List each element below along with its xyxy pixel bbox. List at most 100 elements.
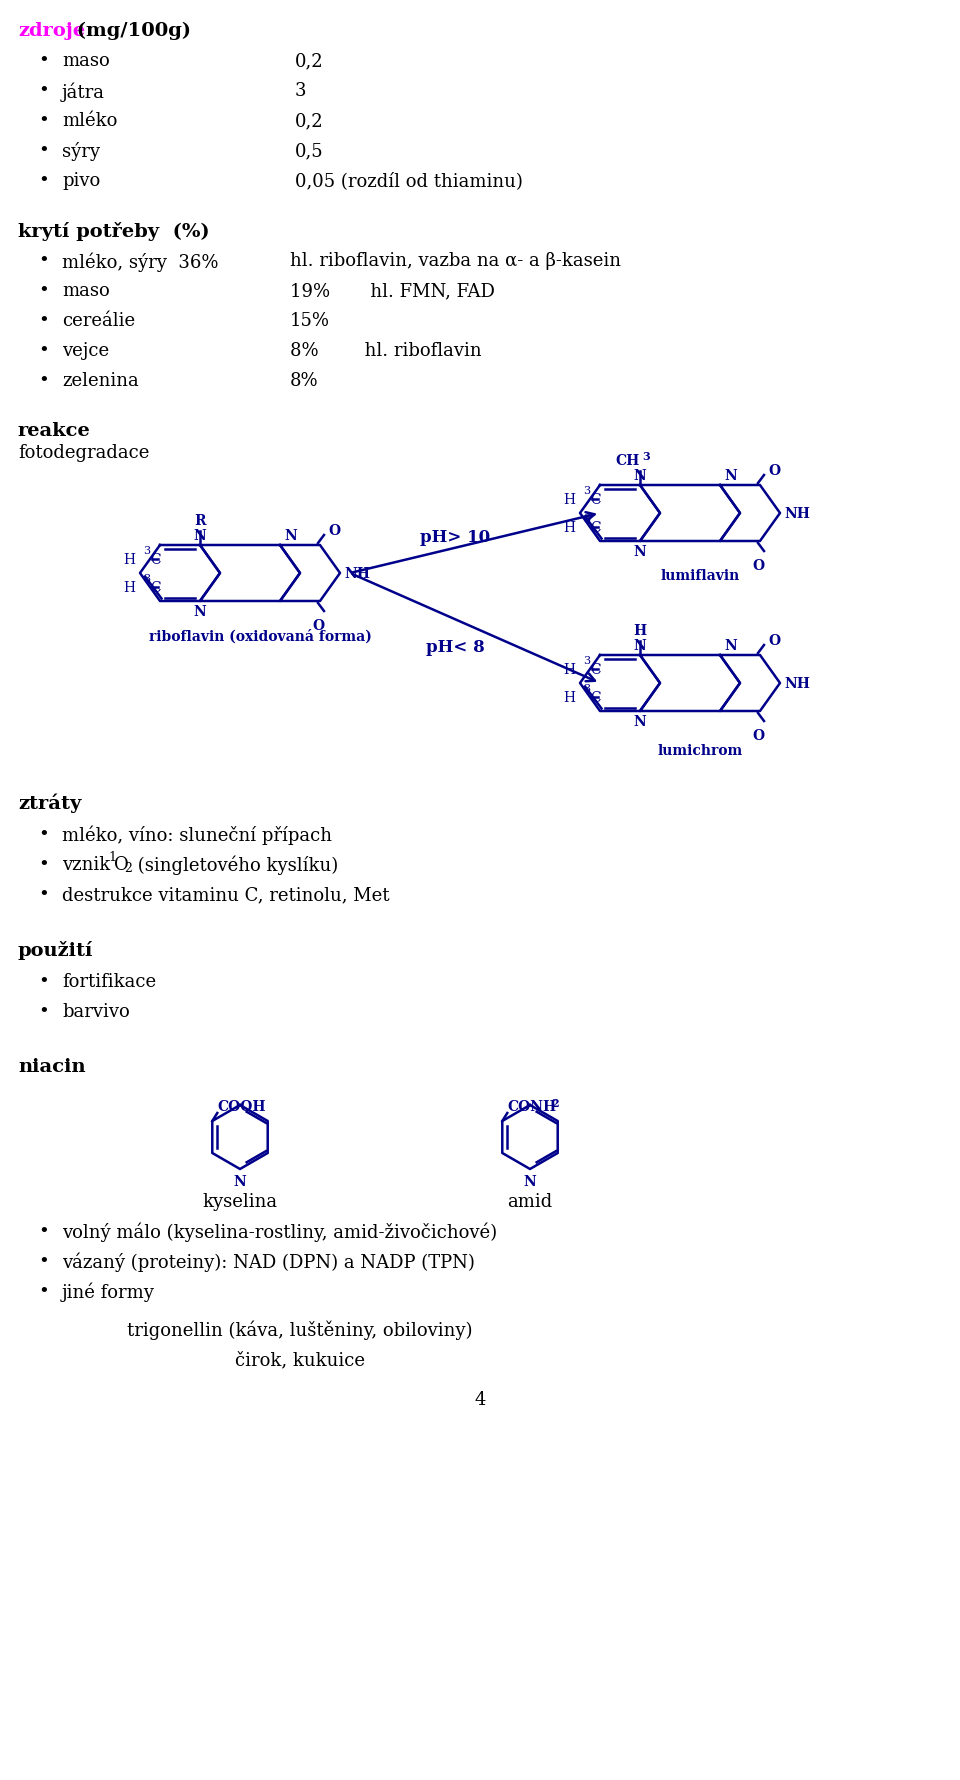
Text: C: C — [590, 522, 601, 534]
Text: •: • — [38, 142, 49, 160]
Text: N: N — [634, 714, 646, 728]
Text: H: H — [563, 662, 575, 676]
Text: •: • — [38, 312, 49, 329]
Text: N: N — [194, 605, 206, 619]
Text: •: • — [38, 885, 49, 904]
Text: lumichrom: lumichrom — [658, 744, 743, 758]
Text: O: O — [752, 559, 764, 573]
Text: N: N — [634, 545, 646, 559]
Text: zdroje: zdroje — [18, 21, 85, 39]
Text: N: N — [284, 529, 297, 543]
Text: •: • — [38, 856, 49, 874]
Text: 3: 3 — [583, 684, 590, 694]
Text: barvivo: barvivo — [62, 1002, 130, 1020]
Text: trigonellin (káva, luštěniny, obiloviny): trigonellin (káva, luštěniny, obiloviny) — [128, 1321, 472, 1340]
Text: 0,2: 0,2 — [295, 112, 324, 130]
Text: vznik: vznik — [62, 856, 116, 874]
Text: N: N — [233, 1175, 247, 1189]
Text: pH< 8: pH< 8 — [425, 639, 485, 655]
Text: •: • — [38, 112, 49, 130]
Text: játra: játra — [62, 82, 105, 101]
Text: •: • — [38, 52, 49, 69]
Text: COOH: COOH — [217, 1100, 266, 1112]
Text: •: • — [38, 281, 49, 299]
Text: •: • — [38, 372, 49, 390]
Text: maso: maso — [62, 281, 109, 299]
Text: lumiflavin: lumiflavin — [660, 568, 739, 582]
Text: mléko, sýry  36%: mléko, sýry 36% — [62, 251, 219, 271]
Text: CONH: CONH — [507, 1100, 557, 1112]
Text: C: C — [590, 691, 601, 705]
Text: destrukce vitaminu C, retinolu, Met: destrukce vitaminu C, retinolu, Met — [62, 885, 390, 904]
Text: 3: 3 — [642, 450, 650, 461]
Text: •: • — [38, 972, 49, 990]
Text: H: H — [634, 623, 647, 637]
Text: •: • — [38, 826, 49, 844]
Text: H: H — [563, 493, 575, 507]
Text: mléko, víno: sluneční přípach: mléko, víno: sluneční přípach — [62, 826, 332, 846]
Text: 3: 3 — [583, 486, 590, 495]
Text: krytí potřeby  (%): krytí potřeby (%) — [18, 222, 209, 240]
Text: H: H — [123, 552, 135, 566]
Text: •: • — [38, 251, 49, 271]
Text: O: O — [768, 465, 780, 477]
Text: H: H — [123, 580, 135, 595]
Text: O: O — [312, 619, 324, 632]
Text: R: R — [194, 514, 205, 527]
Text: (singletového kyslíku): (singletového kyslíku) — [132, 856, 338, 876]
Text: ztráty: ztráty — [18, 794, 82, 813]
Text: 0,2: 0,2 — [295, 52, 324, 69]
Text: N: N — [634, 468, 646, 482]
Text: kyselina: kyselina — [203, 1193, 277, 1210]
Text: 4: 4 — [474, 1390, 486, 1408]
Text: volný málo (kyselina-rostliny, amid-živočichové): volný málo (kyselina-rostliny, amid-živo… — [62, 1223, 497, 1242]
Text: 0,5: 0,5 — [295, 142, 324, 160]
Text: H: H — [563, 522, 575, 534]
Text: pH> 10: pH> 10 — [420, 529, 490, 546]
Text: 8%        hl. riboflavin: 8% hl. riboflavin — [290, 342, 482, 360]
Text: reakce: reakce — [18, 422, 91, 440]
Text: mléko: mléko — [62, 112, 117, 130]
Text: N: N — [634, 639, 646, 653]
Text: fotodegradace: fotodegradace — [18, 443, 150, 461]
Text: O: O — [328, 523, 340, 538]
Text: NH: NH — [784, 507, 810, 522]
Text: cereálie: cereálie — [62, 312, 135, 329]
Text: 2: 2 — [551, 1098, 559, 1109]
Text: 15%: 15% — [290, 312, 330, 329]
Text: NH: NH — [344, 566, 370, 580]
Text: C: C — [590, 493, 601, 507]
Text: fortifikace: fortifikace — [62, 972, 156, 990]
Text: C: C — [150, 552, 160, 566]
Text: zelenina: zelenina — [62, 372, 139, 390]
Text: 19%       hl. FMN, FAD: 19% hl. FMN, FAD — [290, 281, 494, 299]
Text: čirok, kukuice: čirok, kukuice — [235, 1351, 365, 1369]
Text: 3: 3 — [295, 82, 306, 100]
Text: vejce: vejce — [62, 342, 109, 360]
Text: C: C — [590, 662, 601, 676]
Text: použití: použití — [18, 940, 93, 959]
Text: 3: 3 — [143, 546, 150, 555]
Text: •: • — [38, 1282, 49, 1299]
Text: O: O — [114, 856, 129, 874]
Text: riboflavin (oxidovaná forma): riboflavin (oxidovaná forma) — [149, 628, 372, 643]
Text: H: H — [563, 691, 575, 705]
Text: 3: 3 — [583, 514, 590, 523]
Text: O: O — [752, 728, 764, 742]
Text: hl. riboflavin, vazba na α- a β-kasein: hl. riboflavin, vazba na α- a β-kasein — [290, 251, 621, 271]
Text: N: N — [194, 529, 206, 543]
Text: •: • — [38, 342, 49, 360]
Text: 2: 2 — [124, 862, 132, 874]
Text: sýry: sýry — [62, 142, 100, 160]
Text: (mg/100g): (mg/100g) — [70, 21, 191, 41]
Text: 8%: 8% — [290, 372, 319, 390]
Text: 3: 3 — [583, 655, 590, 666]
Text: •: • — [38, 1253, 49, 1271]
Text: O: O — [768, 634, 780, 648]
Text: 0,05 (rozdíl od thiaminu): 0,05 (rozdíl od thiaminu) — [295, 173, 523, 190]
Text: pivo: pivo — [62, 173, 100, 190]
Text: C: C — [150, 580, 160, 595]
Text: amid: amid — [508, 1193, 553, 1210]
Text: N: N — [724, 639, 736, 653]
Text: 3: 3 — [143, 573, 150, 584]
